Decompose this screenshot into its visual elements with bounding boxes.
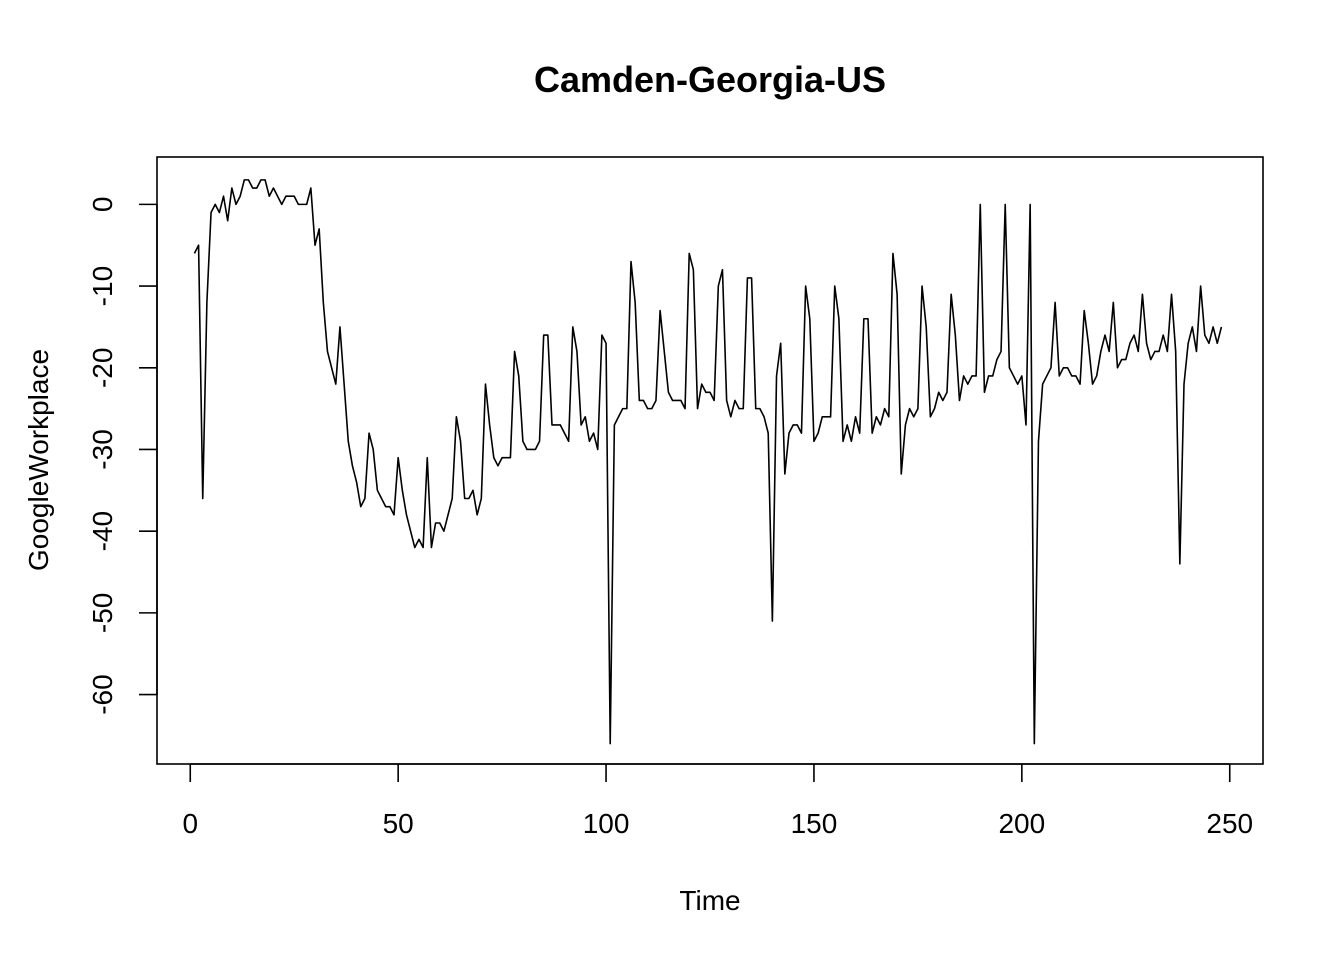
chart-title: Camden-Georgia-US: [534, 59, 886, 100]
y-tick-label: -60: [87, 674, 118, 714]
x-tick-label: 200: [998, 808, 1045, 839]
series-line: [193, 179, 1223, 745]
y-tick-label: -10: [87, 266, 118, 306]
y-tick-label: -20: [87, 348, 118, 388]
x-tick-label: 50: [383, 808, 414, 839]
plot-frame: [156, 156, 1264, 765]
y-tick-label: -30: [87, 429, 118, 469]
y-axis-label: GoogleWorkplace: [23, 349, 54, 571]
y-axis: 0 -10 -20 -30 -40 -50 -60: [87, 197, 158, 715]
x-tick-label: 100: [583, 808, 630, 839]
y-tick-label: 0: [87, 197, 118, 213]
x-axis-label: Time: [679, 885, 740, 916]
x-tick-label: 150: [791, 808, 838, 839]
x-axis: 0 50 100 150 200 250: [182, 763, 1253, 839]
y-tick-label: -50: [87, 593, 118, 633]
x-tick-label: 250: [1206, 808, 1253, 839]
y-tick-label: -40: [87, 511, 118, 551]
x-tick-label: 0: [182, 808, 198, 839]
